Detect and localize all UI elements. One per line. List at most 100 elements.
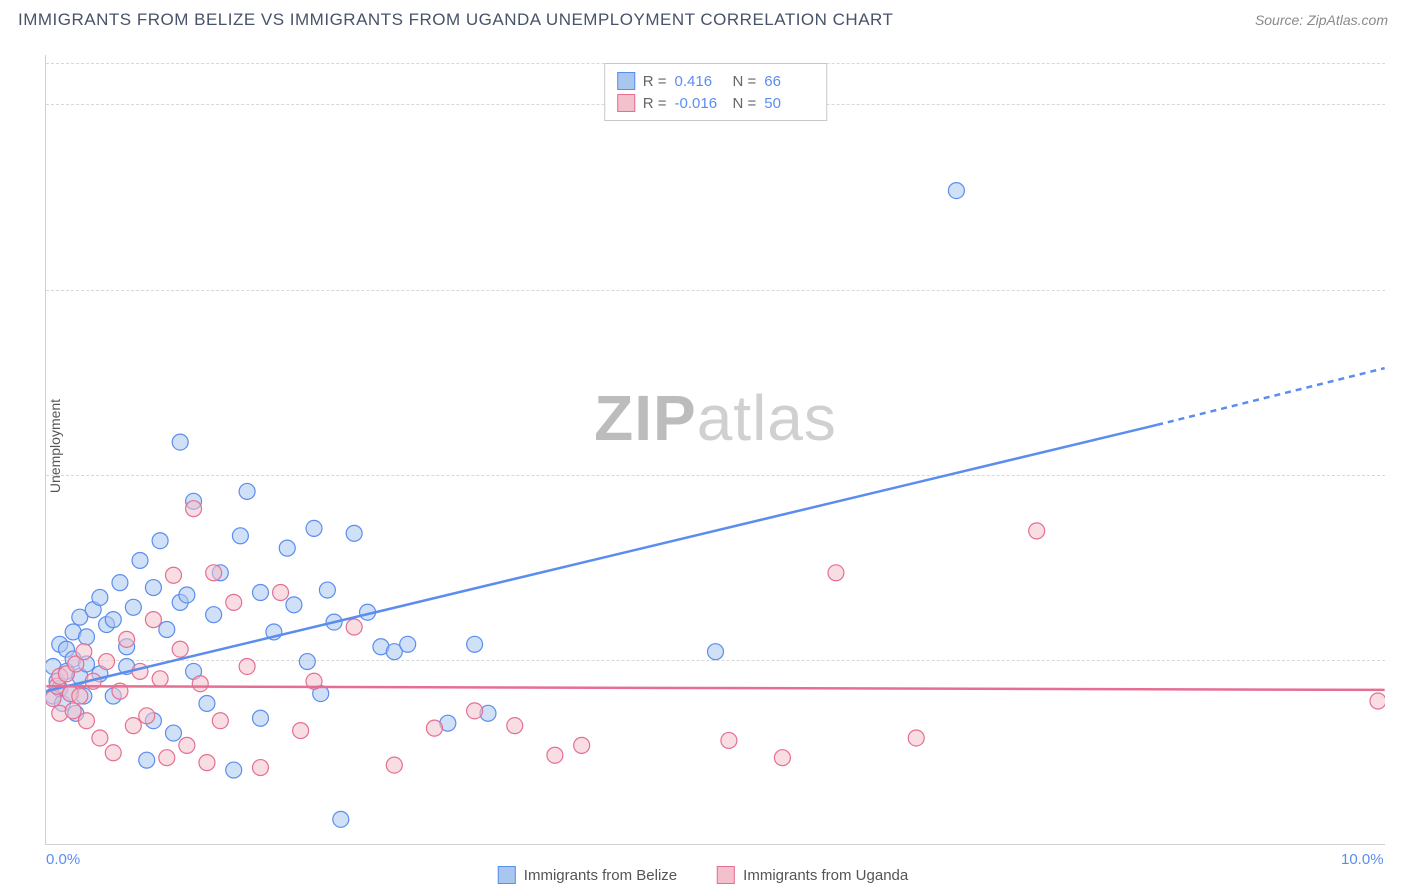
data-point-uganda [721, 732, 737, 748]
data-point-uganda [199, 755, 215, 771]
data-point-belize [252, 585, 268, 601]
legend-item-uganda: Immigrants from Uganda [717, 866, 908, 884]
data-point-uganda [293, 723, 309, 739]
trend-line-uganda [46, 686, 1384, 690]
data-point-uganda [206, 565, 222, 581]
data-point-uganda [212, 713, 228, 729]
scatter-svg [46, 55, 1385, 844]
r-prefix: R = [643, 73, 667, 90]
data-point-uganda [119, 631, 135, 647]
data-point-uganda [132, 663, 148, 679]
data-point-uganda [252, 760, 268, 776]
data-point-belize [252, 710, 268, 726]
swatch-uganda-bottom [717, 866, 735, 884]
n-prefix: N = [733, 95, 757, 112]
data-point-uganda [159, 750, 175, 766]
data-point-belize [346, 525, 362, 541]
data-point-uganda [92, 730, 108, 746]
data-point-uganda [172, 641, 188, 657]
xtick-label: 0.0% [46, 851, 80, 868]
data-point-belize [145, 580, 161, 596]
data-point-uganda [828, 565, 844, 581]
data-point-uganda [105, 745, 121, 761]
data-point-uganda [72, 688, 88, 704]
data-point-uganda [186, 501, 202, 517]
chart-title: IMMIGRANTS FROM BELIZE VS IMMIGRANTS FRO… [18, 10, 893, 30]
data-point-belize [400, 636, 416, 652]
data-point-belize [467, 636, 483, 652]
n-value-uganda: 50 [764, 95, 814, 112]
data-point-belize [165, 725, 181, 741]
ytick-label: 30.0% [1393, 96, 1406, 113]
correlation-legend: R = 0.416 N = 66 R = -0.016 N = 50 [604, 63, 828, 121]
r-prefix: R = [643, 95, 667, 112]
data-point-uganda [774, 750, 790, 766]
data-point-uganda [139, 708, 155, 724]
data-point-belize [172, 434, 188, 450]
data-point-belize [333, 811, 349, 827]
data-point-belize [112, 575, 128, 591]
chart-plot-area: ZIPatlas R = 0.416 N = 66 R = -0.016 N =… [45, 55, 1385, 845]
data-point-uganda [65, 703, 81, 719]
r-value-belize: 0.416 [675, 73, 725, 90]
n-prefix: N = [733, 73, 757, 90]
data-point-belize [92, 589, 108, 605]
r-value-uganda: -0.016 [675, 95, 725, 112]
data-point-uganda [507, 718, 523, 734]
data-point-uganda [426, 720, 442, 736]
data-point-belize [125, 599, 141, 615]
ytick-label: 22.5% [1393, 281, 1406, 298]
data-point-uganda [467, 703, 483, 719]
data-point-belize [159, 622, 175, 638]
data-point-belize [948, 183, 964, 199]
data-point-uganda [165, 567, 181, 583]
data-point-belize [286, 597, 302, 613]
data-point-uganda [76, 644, 92, 660]
data-point-uganda [79, 713, 95, 729]
legend-label-belize: Immigrants from Belize [524, 867, 677, 884]
data-point-belize [179, 587, 195, 603]
data-point-uganda [99, 654, 115, 670]
source-attribution: Source: ZipAtlas.com [1255, 12, 1388, 28]
data-point-belize [299, 654, 315, 670]
data-point-belize [206, 607, 222, 623]
swatch-belize-bottom [498, 866, 516, 884]
data-point-uganda [386, 757, 402, 773]
source-label: Source: [1255, 12, 1303, 28]
data-point-uganda [273, 585, 289, 601]
data-point-uganda [1370, 693, 1385, 709]
data-point-uganda [152, 671, 168, 687]
data-point-uganda [226, 594, 242, 610]
swatch-belize [617, 72, 635, 90]
legend-row-belize: R = 0.416 N = 66 [617, 70, 815, 92]
data-point-uganda [145, 612, 161, 628]
data-point-belize [306, 520, 322, 536]
data-point-uganda [1029, 523, 1045, 539]
data-point-belize [232, 528, 248, 544]
data-point-belize [279, 540, 295, 556]
trend-line-belize [46, 425, 1157, 691]
n-value-belize: 66 [764, 73, 814, 90]
chart-header: IMMIGRANTS FROM BELIZE VS IMMIGRANTS FRO… [18, 10, 1388, 30]
xtick-label: 10.0% [1341, 851, 1384, 868]
data-point-uganda [908, 730, 924, 746]
data-point-uganda [547, 747, 563, 763]
data-point-belize [199, 695, 215, 711]
source-name: ZipAtlas.com [1307, 12, 1388, 28]
data-point-uganda [179, 737, 195, 753]
legend-item-belize: Immigrants from Belize [498, 866, 677, 884]
data-point-belize [708, 644, 724, 660]
legend-row-uganda: R = -0.016 N = 50 [617, 92, 815, 114]
trend-line-dashed-belize [1157, 368, 1385, 425]
swatch-uganda [617, 94, 635, 112]
ytick-label: 15.0% [1393, 466, 1406, 483]
data-point-uganda [239, 658, 255, 674]
data-point-uganda [574, 737, 590, 753]
data-point-belize [239, 483, 255, 499]
data-point-belize [132, 552, 148, 568]
data-point-uganda [346, 619, 362, 635]
data-point-belize [79, 629, 95, 645]
data-point-uganda [192, 676, 208, 692]
series-legend: Immigrants from Belize Immigrants from U… [498, 866, 908, 884]
ytick-label: 7.5% [1393, 651, 1406, 668]
